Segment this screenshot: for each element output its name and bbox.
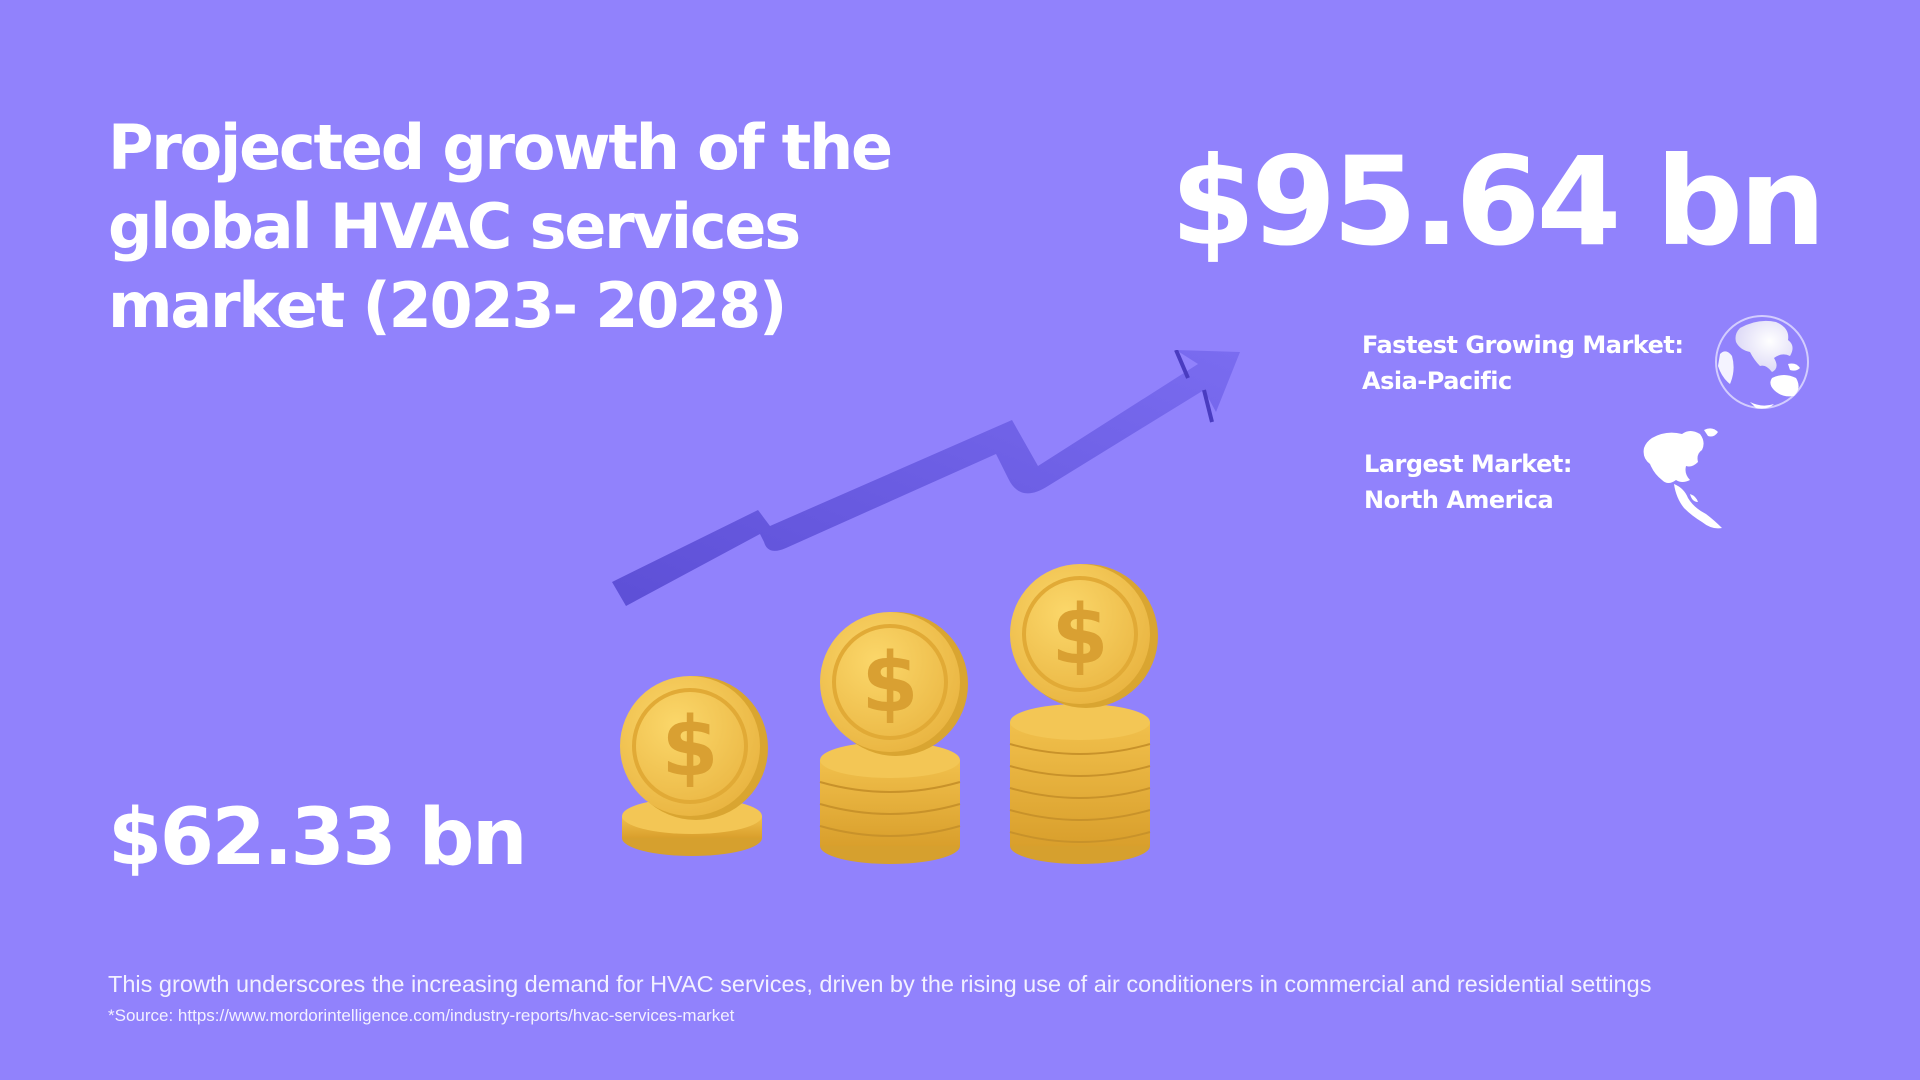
page-title: Projected growth of the global HVAC serv…: [108, 108, 988, 345]
fastest-growing-region: Asia-Pacific: [1362, 367, 1512, 395]
market-value-2023: $62.33 bn: [108, 793, 528, 883]
globe-asia-pacific-icon: [1715, 315, 1809, 409]
fastest-growing-market: Fastest Growing Market: Asia-Pacific: [1362, 327, 1684, 399]
fastest-growing-label: Fastest Growing Market:: [1362, 331, 1684, 359]
growth-illustration: $ $ $: [612, 350, 1240, 864]
rising-arrow-icon: [612, 350, 1240, 606]
coin-standing-left: $: [620, 676, 768, 820]
largest-market-label: Largest Market:: [1364, 450, 1572, 478]
coin-standing-middle: $: [820, 612, 968, 756]
largest-market: Largest Market: North America: [1364, 446, 1572, 518]
coin-stack-large: [1009, 704, 1151, 864]
coin-dollar-symbol-middle: $: [861, 636, 918, 731]
coin-dollar-symbol-right: $: [1051, 588, 1108, 683]
globe-north-america-icon: [1643, 428, 1722, 529]
title-line-1: Projected growth of the: [108, 111, 893, 184]
title-line-2: global HVAC services: [108, 190, 801, 263]
coin-stack-medium: [819, 742, 961, 864]
coin-standing-right: $: [1010, 564, 1158, 708]
title-line-3: market (2023- 2028): [108, 269, 787, 342]
coin-dollar-symbol-left: $: [661, 700, 718, 795]
largest-market-region: North America: [1364, 486, 1554, 514]
growth-footnote: This growth underscores the increasing d…: [108, 971, 1652, 997]
source-citation: *Source: https://www.mordorintelligence.…: [108, 1006, 735, 1025]
projected-value-2028: $95.64 bn: [1170, 131, 1826, 273]
